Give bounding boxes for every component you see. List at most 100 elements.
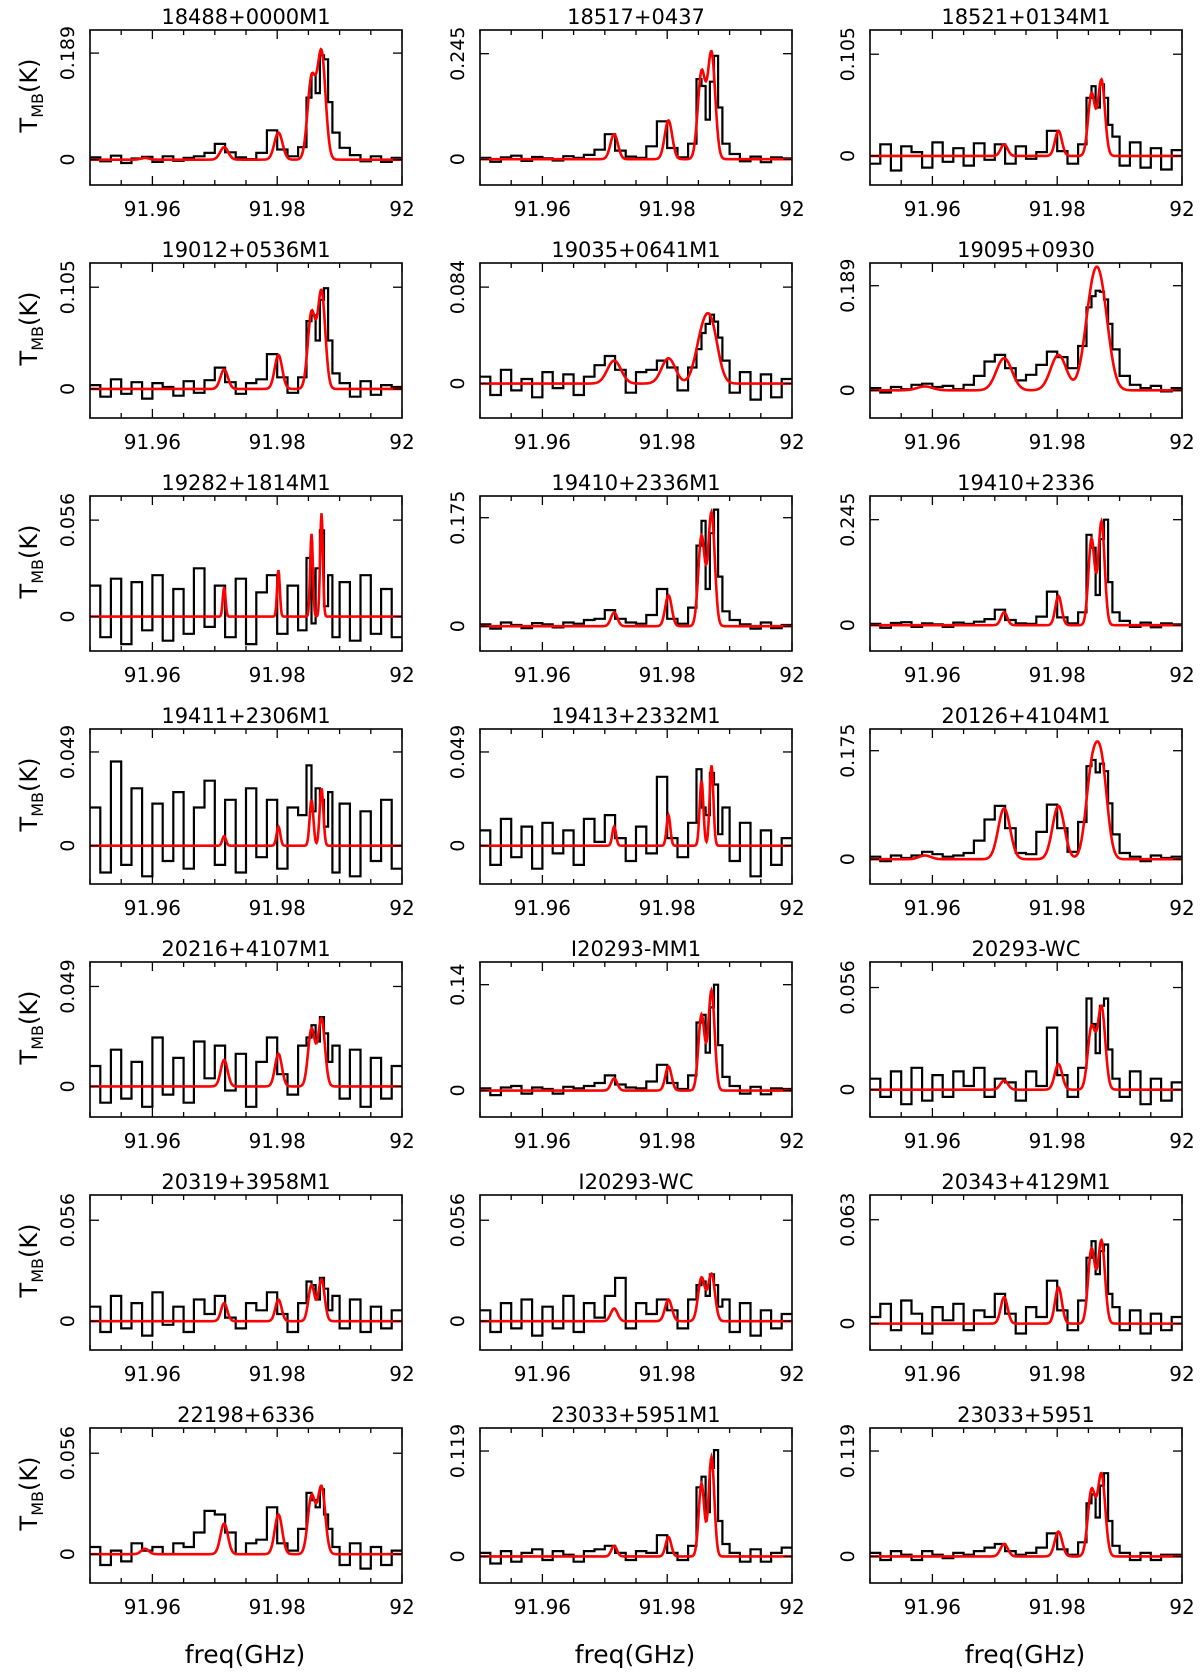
panel-title: 19410+2336M1 xyxy=(551,471,720,495)
x-tick-label: 92 xyxy=(1169,197,1194,221)
x-tick-label: 92 xyxy=(779,663,804,687)
xlabel-column-2: freq(GHz) xyxy=(575,1640,696,1669)
spectrum-panel: I20293-MM1 91.96 91.98 92 0 0.14 xyxy=(447,937,805,1153)
x-tick-label: 91.98 xyxy=(249,1362,306,1386)
y-tick-label: 0.084 xyxy=(447,260,469,314)
observed-spectrum-line xyxy=(90,760,402,878)
y-tick-label: 0 xyxy=(57,611,79,623)
observed-spectrum-line xyxy=(90,54,402,165)
spectrum-panel: 20343+4129M1 91.96 91.98 92 0 0.063 xyxy=(837,1170,1195,1386)
y-axis-label: TMB(K) xyxy=(15,59,47,134)
x-tick-label: 92 xyxy=(1169,663,1194,687)
y-axis-label-sub: MB xyxy=(28,1491,47,1516)
y-tick-label: 0.175 xyxy=(837,723,859,777)
y-axis-label-main: T xyxy=(15,117,43,133)
y-axis-label: TMB(K) xyxy=(15,758,47,833)
y-tick-label: 0.049 xyxy=(57,725,79,779)
y-axis-label: TMB(K) xyxy=(15,292,47,367)
x-tick-label: 91.96 xyxy=(514,430,571,454)
model-fit-line xyxy=(870,1004,1182,1091)
y-axis-label-unit: (K) xyxy=(15,991,43,1025)
model-fit-line xyxy=(480,1271,792,1323)
y-axis-label-main: T xyxy=(15,1515,43,1531)
x-tick-label: 91.98 xyxy=(1029,663,1086,687)
x-tick-label: 91.98 xyxy=(249,430,306,454)
spectrum-panel: 18521+0134M1 91.96 91.98 92 0 0.105 xyxy=(837,5,1195,221)
spectrum-panel: 19095+0930 91.96 91.98 92 0 0.189 xyxy=(837,238,1195,454)
x-tick-label: 91.96 xyxy=(124,663,181,687)
x-tick-label: 92 xyxy=(779,896,804,920)
x-tick-label: 91.98 xyxy=(1029,1595,1086,1619)
y-axis-label-unit: (K) xyxy=(15,59,43,93)
panel-title: 19012+0536M1 xyxy=(161,238,330,262)
x-tick-label: 92 xyxy=(389,896,414,920)
y-tick-label: 0 xyxy=(447,840,469,852)
y-tick-label: 0 xyxy=(57,1548,79,1560)
y-tick-label: 0.056 xyxy=(837,960,859,1014)
y-tick-label: 0 xyxy=(447,620,469,632)
x-tick-label: 91.96 xyxy=(124,1595,181,1619)
y-tick-label: 0 xyxy=(447,378,469,390)
y-tick-label: 0 xyxy=(57,1315,79,1327)
x-tick-label: 91.98 xyxy=(249,663,306,687)
panel-title: I20293-MM1 xyxy=(571,937,701,961)
x-tick-label: 91.96 xyxy=(514,896,571,920)
panel-title: 20216+4107M1 xyxy=(161,937,330,961)
panel-title: 22198+6336 xyxy=(177,1403,315,1427)
y-axis-label-sub: MB xyxy=(28,559,47,584)
xlabel-column-3: freq(GHz) xyxy=(965,1640,1086,1669)
y-tick-label: 0 xyxy=(837,1550,859,1562)
x-tick-label: 91.96 xyxy=(904,1362,961,1386)
panel-title: 19282+1814M1 xyxy=(161,471,330,495)
panel-title: 20343+4129M1 xyxy=(941,1170,1110,1194)
x-tick-label: 91.98 xyxy=(249,1129,306,1153)
y-tick-label: 0.245 xyxy=(447,26,469,80)
model-fit-line xyxy=(90,513,402,618)
xlabel-column-1: freq(GHz) xyxy=(185,1640,306,1669)
x-tick-label: 91.96 xyxy=(904,197,961,221)
spectrum-panel: 19035+0641M1 91.96 91.98 92 0 0.084 xyxy=(447,238,805,454)
x-tick-label: 91.96 xyxy=(904,430,961,454)
model-fit-line xyxy=(480,1451,792,1558)
x-tick-label: 92 xyxy=(1169,1129,1194,1153)
y-axis-label-sub: MB xyxy=(28,326,47,351)
y-tick-label: 0 xyxy=(57,1080,79,1092)
spectrum-panel: 19282+1814M1 91.96 91.98 92 0 0.056 TMB(K) xyxy=(15,471,415,687)
spectrum-panel: 20293-WC 91.96 91.98 92 0 0.056 xyxy=(837,937,1195,1153)
x-tick-label: 91.98 xyxy=(1029,197,1086,221)
y-tick-label: 0 xyxy=(57,154,79,166)
model-fit-line xyxy=(480,311,792,385)
x-tick-label: 91.96 xyxy=(124,1129,181,1153)
observed-spectrum-line xyxy=(90,287,402,400)
column-xlabels: freq(GHz) freq(GHz) freq(GHz) xyxy=(185,1640,1086,1669)
y-tick-label: 0.049 xyxy=(447,725,469,779)
y-tick-label: 0 xyxy=(447,1315,469,1327)
x-tick-label: 92 xyxy=(1169,430,1194,454)
y-tick-label: 0 xyxy=(447,1550,469,1562)
y-tick-label: 0.189 xyxy=(57,26,79,80)
observed-spectrum-line xyxy=(870,518,1182,629)
panel-title: 20126+4104M1 xyxy=(941,704,1110,728)
observed-spectrum-line xyxy=(480,54,792,164)
y-tick-label: 0 xyxy=(837,384,859,396)
x-tick-label: 92 xyxy=(779,1129,804,1153)
x-tick-label: 91.96 xyxy=(514,663,571,687)
y-tick-label: 0.056 xyxy=(57,1426,79,1480)
x-tick-label: 91.96 xyxy=(904,896,961,920)
x-tick-label: 91.98 xyxy=(249,1595,306,1619)
observed-spectrum-line xyxy=(870,1240,1182,1335)
x-tick-label: 91.96 xyxy=(124,1362,181,1386)
x-tick-label: 91.98 xyxy=(639,1129,696,1153)
y-tick-label: 0.105 xyxy=(57,260,79,314)
x-tick-label: 92 xyxy=(779,1362,804,1386)
x-tick-label: 92 xyxy=(779,1595,804,1619)
y-axis-label-unit: (K) xyxy=(15,292,43,326)
spectrum-panel: 19410+2336 91.96 91.98 92 0 0.245 xyxy=(837,471,1195,687)
y-tick-label: 0 xyxy=(447,153,469,165)
observed-spectrum-line xyxy=(870,289,1182,394)
x-tick-label: 91.96 xyxy=(514,1362,571,1386)
model-fit-line xyxy=(480,49,792,161)
model-fit-line xyxy=(90,1277,402,1323)
